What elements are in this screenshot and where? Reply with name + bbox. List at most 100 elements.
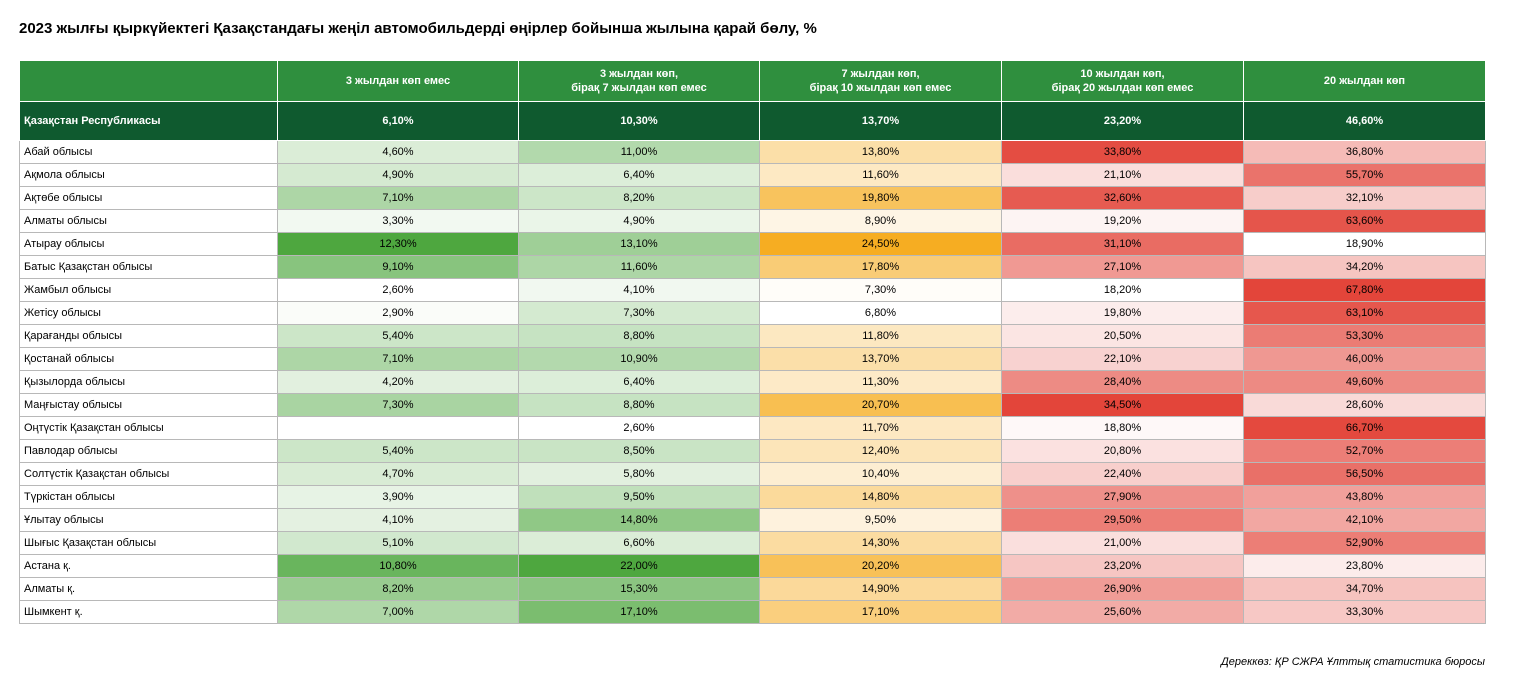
value-cell: 66,70% bbox=[1243, 416, 1486, 440]
value-cell: 19,20% bbox=[1001, 209, 1244, 233]
value-cell: 2,60% bbox=[518, 416, 760, 440]
region-label: Атырау облысы bbox=[19, 232, 278, 256]
value-cell: 10,80% bbox=[277, 554, 519, 578]
table-row: Жамбыл облысы 2,60% 4,10% 7,30% 18,20% 67,80% bbox=[19, 278, 1486, 302]
value-cell: 33,80% bbox=[1001, 140, 1244, 164]
value-cell: 6,60% bbox=[518, 531, 760, 555]
value-cell: 12,30% bbox=[277, 232, 519, 256]
value-cell: 31,10% bbox=[1001, 232, 1244, 256]
value-cell: 11,00% bbox=[518, 140, 760, 164]
value-cell: 7,10% bbox=[277, 347, 519, 371]
value-cell: 26,90% bbox=[1001, 577, 1244, 601]
value-cell: 4,10% bbox=[277, 508, 519, 532]
region-label: Қостанай облысы bbox=[19, 347, 278, 371]
source-note: Дереккөз: ҚР СЖРА Ұлттық статистика бюро… bbox=[1221, 656, 1485, 668]
value-cell: 3,30% bbox=[277, 209, 519, 233]
value-cell: 20,70% bbox=[759, 393, 1002, 417]
table-row: Түркістан облысы 3,90% 9,50% 14,80% 27,90% 43… bbox=[19, 485, 1486, 509]
table-row: Алматы облысы 3,30% 4,90% 8,90% 19,20% 63,60% bbox=[19, 209, 1486, 233]
table-row: Абай облысы 4,60% 11,00% 13,80% 33,80% 36,80% bbox=[19, 140, 1486, 164]
column-header-line: 10 жылдан көп, bbox=[1080, 68, 1165, 80]
region-label: Солтүстік Қазақстан облысы bbox=[19, 462, 278, 486]
table-row: Атырау облысы 12,30% 13,10% 24,50% 31,10% 18,… bbox=[19, 232, 1486, 256]
region-label: Ұлытау облысы bbox=[19, 508, 278, 532]
value-cell: 55,70% bbox=[1243, 163, 1486, 187]
column-header: 3 жылдан көп, бірақ 7 жылдан көп емес bbox=[518, 60, 760, 102]
table-row: Солтүстік Қазақстан облысы 4,70% 5,80% 10,4… bbox=[19, 462, 1486, 486]
region-label: Ақтөбе облысы bbox=[19, 186, 278, 210]
value-cell: 53,30% bbox=[1243, 324, 1486, 348]
value-cell: 20,80% bbox=[1001, 439, 1244, 463]
column-header: 20 жылдан көп bbox=[1243, 60, 1486, 102]
value-cell: 52,70% bbox=[1243, 439, 1486, 463]
table-row: Қостанай облысы 7,10% 10,90% 13,70% 22,10% 46… bbox=[19, 347, 1486, 371]
region-label: Батыс Қазақстан облысы bbox=[19, 255, 278, 279]
value-cell bbox=[277, 416, 519, 440]
column-header-line: бірақ 7 жылдан көп емес bbox=[571, 82, 707, 94]
value-cell: 19,80% bbox=[759, 186, 1002, 210]
value-cell: 2,90% bbox=[277, 301, 519, 325]
value-cell: 29,50% bbox=[1001, 508, 1244, 532]
value-cell: 8,20% bbox=[277, 577, 519, 601]
total-cell: 23,20% bbox=[1001, 101, 1244, 141]
value-cell: 4,90% bbox=[277, 163, 519, 187]
value-cell: 52,90% bbox=[1243, 531, 1486, 555]
region-label: Павлодар облысы bbox=[19, 439, 278, 463]
value-cell: 4,90% bbox=[518, 209, 760, 233]
value-cell: 21,10% bbox=[1001, 163, 1244, 187]
table-row: Астана қ. 10,80% 22,00% 20,20% 23,20% 23,80% bbox=[19, 554, 1486, 578]
column-header-line: бірақ 20 жылдан көп емес bbox=[1051, 82, 1194, 94]
total-cell: 13,70% bbox=[759, 101, 1002, 141]
value-cell: 20,20% bbox=[759, 554, 1002, 578]
value-cell: 17,10% bbox=[759, 600, 1002, 624]
value-cell: 11,70% bbox=[759, 416, 1002, 440]
value-cell: 24,50% bbox=[759, 232, 1002, 256]
value-cell: 49,60% bbox=[1243, 370, 1486, 394]
value-cell: 14,30% bbox=[759, 531, 1002, 555]
value-cell: 63,60% bbox=[1243, 209, 1486, 233]
region-label: Алматы қ. bbox=[19, 577, 278, 601]
column-header: 10 жылдан көп, бірақ 20 жылдан көп емес bbox=[1001, 60, 1244, 102]
value-cell: 11,60% bbox=[759, 163, 1002, 187]
table-row: Павлодар облысы 5,40% 8,50% 12,40% 20,80% 52,… bbox=[19, 439, 1486, 463]
total-cell: 10,30% bbox=[518, 101, 760, 141]
region-label: Астана қ. bbox=[19, 554, 278, 578]
table-body: Қазақстан Республикасы 6,10% 10,30% 13,7… bbox=[19, 101, 1486, 624]
value-cell: 34,70% bbox=[1243, 577, 1486, 601]
value-cell: 4,10% bbox=[518, 278, 760, 302]
value-cell: 36,80% bbox=[1243, 140, 1486, 164]
value-cell: 8,20% bbox=[518, 186, 760, 210]
value-cell: 8,80% bbox=[518, 324, 760, 348]
value-cell: 32,60% bbox=[1001, 186, 1244, 210]
total-cell: 46,60% bbox=[1243, 101, 1486, 141]
region-label: Маңғыстау облысы bbox=[19, 393, 278, 417]
value-cell: 11,30% bbox=[759, 370, 1002, 394]
region-label: Ақмола облысы bbox=[19, 163, 278, 187]
value-cell: 3,90% bbox=[277, 485, 519, 509]
value-cell: 13,10% bbox=[518, 232, 760, 256]
value-cell: 13,70% bbox=[759, 347, 1002, 371]
value-cell: 14,80% bbox=[759, 485, 1002, 509]
value-cell: 14,90% bbox=[759, 577, 1002, 601]
value-cell: 42,10% bbox=[1243, 508, 1486, 532]
value-cell: 4,60% bbox=[277, 140, 519, 164]
region-label: Абай облысы bbox=[19, 140, 278, 164]
value-cell: 23,20% bbox=[1001, 554, 1244, 578]
value-cell: 6,40% bbox=[518, 370, 760, 394]
value-cell: 5,40% bbox=[277, 439, 519, 463]
value-cell: 46,00% bbox=[1243, 347, 1486, 371]
value-cell: 7,30% bbox=[759, 278, 1002, 302]
value-cell: 14,80% bbox=[518, 508, 760, 532]
value-cell: 5,40% bbox=[277, 324, 519, 348]
value-cell: 11,60% bbox=[518, 255, 760, 279]
value-cell: 12,40% bbox=[759, 439, 1002, 463]
value-cell: 8,80% bbox=[518, 393, 760, 417]
value-cell: 7,00% bbox=[277, 600, 519, 624]
value-cell: 2,60% bbox=[277, 278, 519, 302]
value-cell: 4,70% bbox=[277, 462, 519, 486]
value-cell: 22,40% bbox=[1001, 462, 1244, 486]
value-cell: 5,80% bbox=[518, 462, 760, 486]
value-cell: 34,20% bbox=[1243, 255, 1486, 279]
value-cell: 8,50% bbox=[518, 439, 760, 463]
value-cell: 6,40% bbox=[518, 163, 760, 187]
